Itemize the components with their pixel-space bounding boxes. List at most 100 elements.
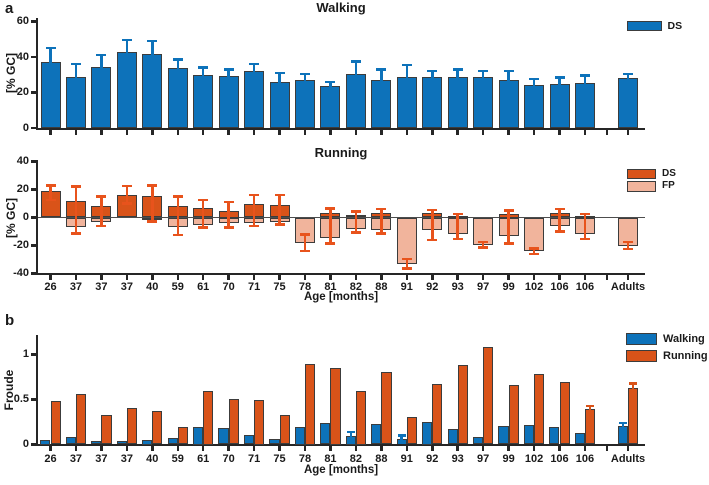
y-tick — [30, 20, 36, 23]
x-tick-label: 81 — [324, 452, 337, 465]
x-tick-label: 106 — [575, 281, 595, 293]
x-tick — [626, 446, 630, 451]
y-tick — [30, 126, 36, 130]
froude-running-bar — [355, 390, 367, 445]
y-tick — [30, 160, 36, 163]
x-tick-label: 78 — [298, 281, 312, 293]
froude-running-bar — [126, 407, 138, 445]
y-tick-label: 40 — [16, 155, 29, 167]
x-tick — [626, 275, 630, 280]
error-bar-cap — [147, 184, 158, 187]
error-bar — [481, 71, 485, 84]
froude-walking-bar — [549, 427, 560, 445]
x-tick-label: 92 — [426, 281, 439, 293]
x-tick-label: 37 — [120, 452, 133, 465]
froude-running-bar — [483, 347, 494, 445]
x-tick — [456, 130, 459, 135]
x-tick — [380, 275, 383, 280]
x-tick — [456, 275, 459, 280]
error-bar-cap — [300, 72, 310, 76]
x-tick — [74, 446, 78, 451]
x-tick — [176, 446, 179, 451]
error-bar — [252, 195, 256, 226]
froude-running-bar — [457, 365, 468, 445]
error-bar — [349, 431, 353, 440]
x-tick-label: 59 — [171, 452, 184, 465]
x-tick — [558, 446, 561, 451]
froude-walking-bar — [40, 440, 51, 445]
froude-running-bar — [279, 414, 290, 445]
error-bar — [176, 196, 179, 235]
error-bar-cap — [427, 238, 438, 242]
x-tick-label: 97 — [477, 281, 490, 293]
y-axis-spine — [35, 160, 38, 275]
error-bar-cap — [529, 252, 540, 256]
error-bar-cap — [70, 62, 81, 66]
error-bar — [400, 435, 403, 443]
x-tick-label: 81 — [324, 281, 337, 293]
error-bar — [631, 383, 635, 393]
x-tick — [507, 275, 510, 280]
x-tick — [481, 275, 485, 280]
x-tick — [74, 130, 78, 135]
error-bar — [626, 242, 630, 249]
x-tick — [252, 275, 256, 280]
legend-swatch-fp — [627, 181, 656, 192]
error-bar-cap — [452, 212, 463, 216]
froude-running-bar — [254, 399, 265, 445]
x-tick — [100, 130, 103, 135]
y-tick — [30, 244, 36, 247]
error-bar-cap — [618, 421, 627, 425]
error-bar-cap — [452, 82, 463, 85]
x-tick — [100, 446, 103, 451]
froude-running-bar — [152, 411, 163, 445]
error-bar — [49, 48, 52, 77]
error-bar-cap — [452, 68, 463, 71]
error-bar — [303, 234, 307, 252]
error-bar-cap — [376, 207, 387, 211]
x-tick — [227, 130, 230, 135]
error-bar-cap — [325, 207, 336, 210]
error-bar — [74, 186, 78, 234]
error-bar — [558, 209, 561, 232]
legend-swatch-ds — [626, 20, 662, 31]
froude-walking-bar — [193, 426, 204, 445]
walking-title: Walking — [316, 0, 366, 15]
x-tick-label: 99 — [502, 281, 515, 293]
x-tick-label: 92 — [426, 452, 439, 465]
y-tick-label: 60 — [16, 15, 29, 27]
froude-walking-bar — [218, 428, 229, 445]
x-tick-label: 37 — [95, 281, 108, 293]
y-tick-label: 0 — [22, 438, 29, 450]
error-bar-cap — [350, 85, 361, 88]
error-bar-cap — [503, 87, 514, 91]
x-tick-label: 78 — [298, 452, 312, 465]
x-tick — [558, 130, 561, 135]
error-bar-cap — [376, 232, 387, 235]
error-bar — [583, 75, 587, 90]
error-bar-cap — [172, 58, 183, 61]
x-tick — [405, 275, 409, 280]
error-bar-cap — [96, 195, 107, 198]
error-bar-cap — [529, 77, 540, 81]
error-bar-cap — [45, 75, 56, 78]
froude-walking-bar — [498, 425, 509, 445]
error-bar-cap — [427, 208, 438, 212]
x-tick — [252, 130, 256, 135]
x-tick — [431, 130, 434, 135]
x-tick-label: 88 — [375, 281, 388, 293]
froude-running-bar — [75, 394, 87, 445]
walking-ds-bar — [473, 77, 494, 128]
error-bar-cap — [223, 200, 234, 204]
y-tick — [30, 55, 36, 59]
error-bar-cap — [172, 233, 183, 237]
error-bar — [456, 69, 459, 84]
error-bar-cap — [249, 62, 260, 66]
y-tick-label: 40 — [16, 50, 29, 63]
froude-running-bar — [305, 363, 316, 445]
legend-label-ds: DS — [667, 19, 683, 32]
error-bar — [201, 67, 205, 82]
x-tick-label: 61 — [197, 281, 210, 293]
error-bar — [532, 248, 536, 254]
